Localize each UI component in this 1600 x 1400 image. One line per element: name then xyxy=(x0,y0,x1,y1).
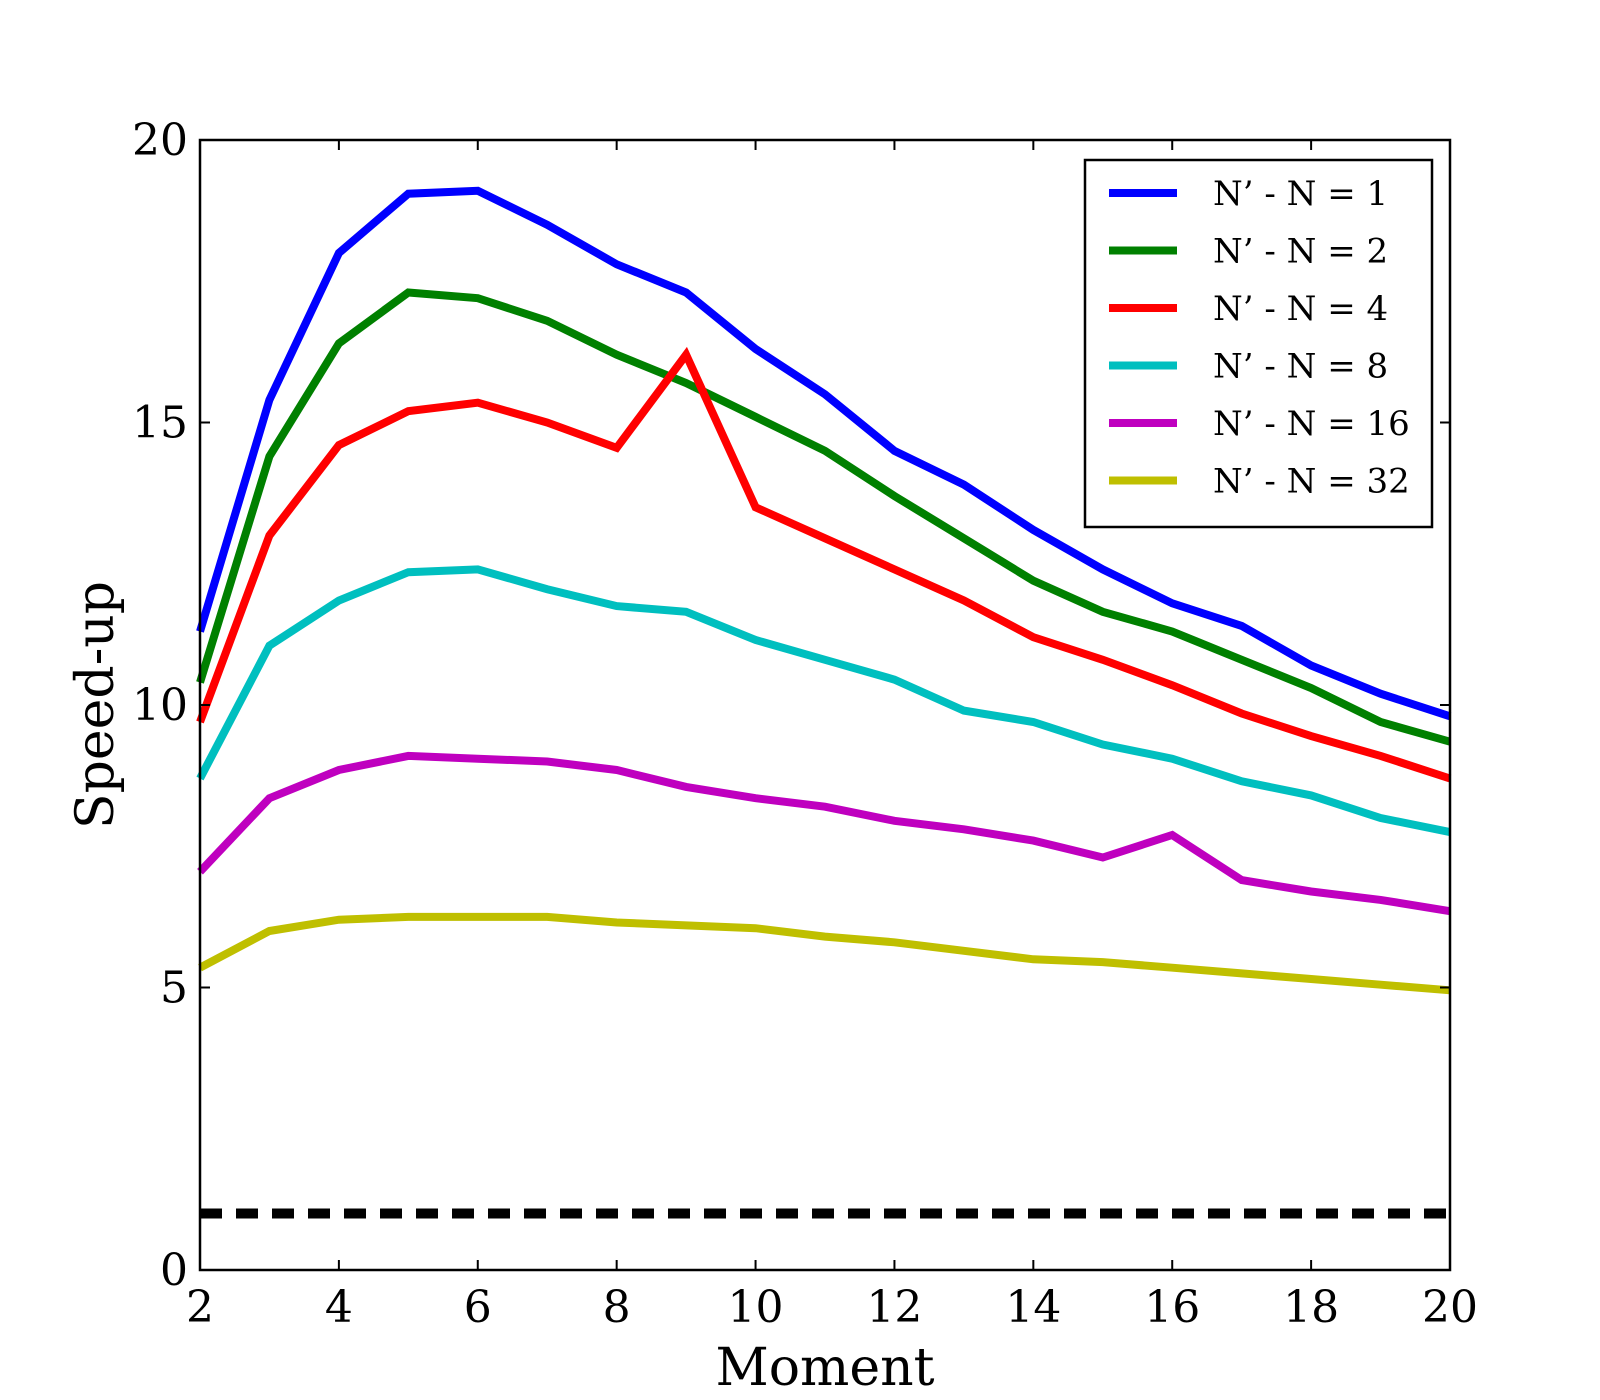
y-tick-label: 15 xyxy=(132,398,188,449)
legend-label-3: N’ - N = 4 xyxy=(1213,289,1388,329)
y-tick-label: 5 xyxy=(160,963,188,1014)
y-tick-label: 10 xyxy=(132,680,188,731)
series-line-4 xyxy=(196,565,1451,837)
series-line-5 xyxy=(197,751,1451,916)
x-tick-label: 2 xyxy=(186,1282,214,1333)
y-tick-label: 0 xyxy=(160,1245,188,1296)
x-tick-label: 16 xyxy=(1144,1282,1200,1333)
x-tick-label: 14 xyxy=(1005,1282,1061,1333)
legend-label-2: N’ - N = 2 xyxy=(1213,232,1388,272)
legend-label-6: N’ - N = 32 xyxy=(1213,462,1410,502)
series-line-2 xyxy=(196,288,1452,746)
y-tick-label: 20 xyxy=(132,115,188,166)
legend-label-1: N’ - N = 1 xyxy=(1213,174,1388,214)
legend-box xyxy=(1083,158,1434,529)
legend-label-4: N’ - N = 8 xyxy=(1213,347,1388,387)
x-tick-label: 12 xyxy=(866,1282,922,1333)
x-tick-label: 10 xyxy=(728,1282,784,1333)
x-tick-label: 8 xyxy=(603,1282,631,1333)
x-tick-label: 20 xyxy=(1422,1282,1478,1333)
series-line-1 xyxy=(196,186,1452,721)
series-line-6 xyxy=(198,912,1451,995)
series-line-3 xyxy=(196,346,1452,783)
x-tick-label: 18 xyxy=(1283,1282,1339,1333)
legend: N’ - N = 1 N’ - N = 2 N’ - N = 4 N’ - N = 8… xyxy=(1083,158,1434,529)
y-axis-label: Speed-up xyxy=(66,581,126,829)
x-tick-label: 4 xyxy=(325,1282,353,1333)
x-axis-label: Moment xyxy=(715,1338,934,1398)
x-tick-label: 6 xyxy=(464,1282,492,1333)
legend-label-5: N’ - N = 16 xyxy=(1213,404,1410,444)
